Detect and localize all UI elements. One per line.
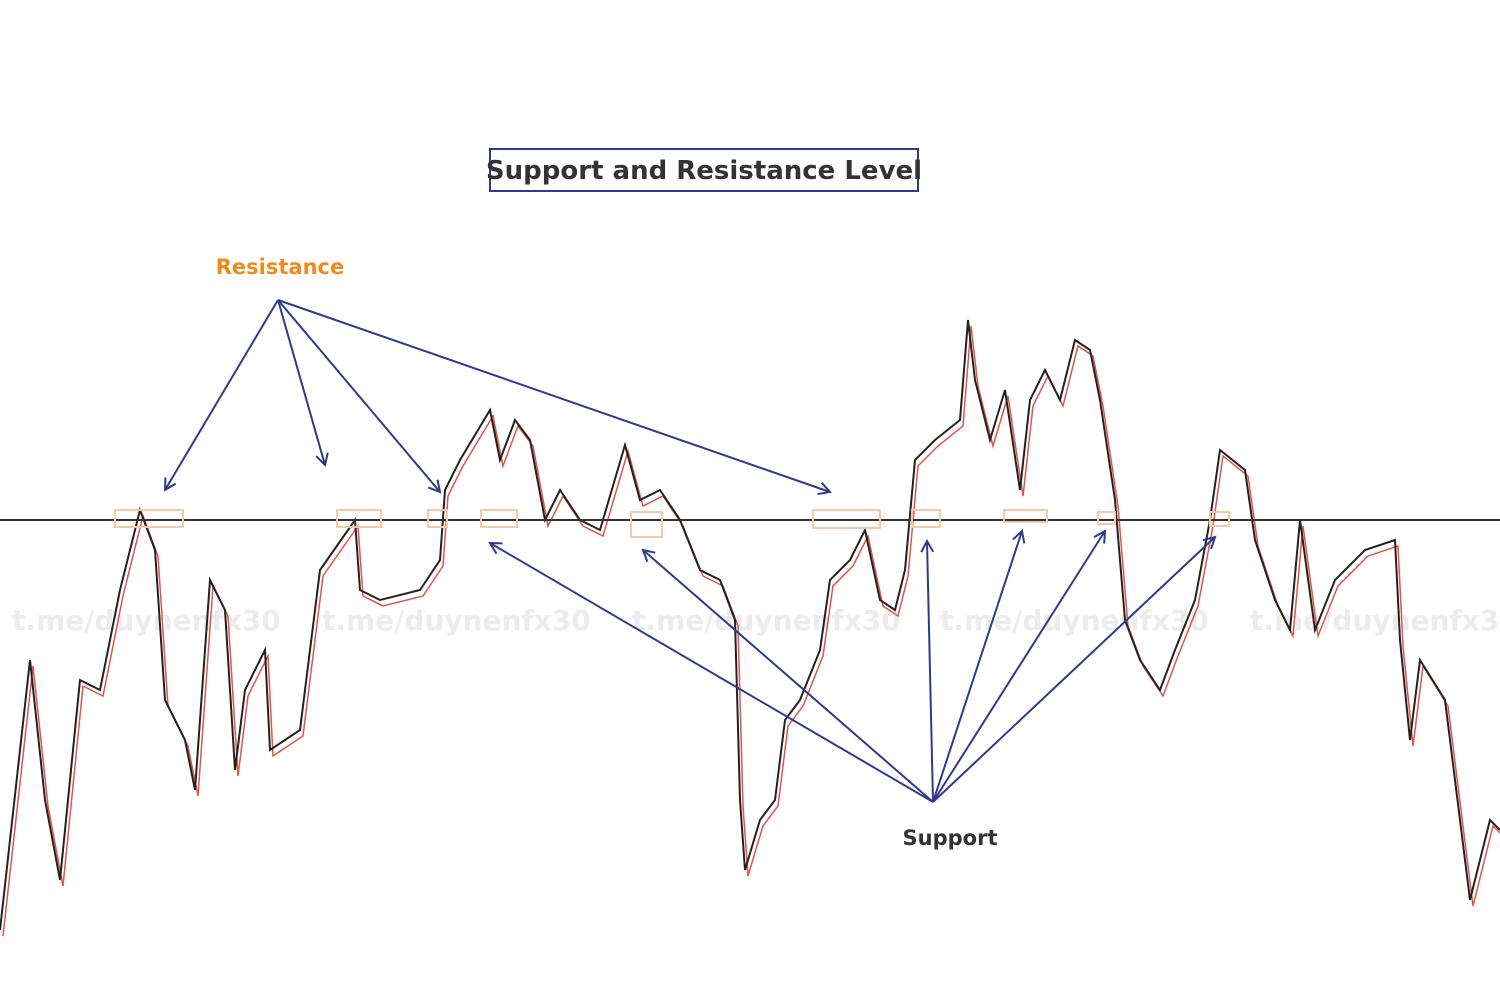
- resistance-arrows: [165, 299, 830, 492]
- arrow: [277, 299, 440, 492]
- support-arrows: [490, 531, 1215, 803]
- price-path-shadow: [2, 325, 1500, 937]
- arrow: [277, 299, 830, 492]
- touch-box: [1097, 511, 1116, 525]
- arrow: [932, 531, 1022, 803]
- arrow: [932, 531, 1105, 803]
- touch-box: [114, 509, 184, 528]
- arrow: [277, 299, 325, 465]
- title-box: [489, 148, 919, 192]
- arrow: [165, 299, 279, 490]
- watermark: t.me/duynenfx30: [12, 604, 281, 637]
- arrow: [932, 537, 1215, 803]
- resistance-label: Resistance: [216, 255, 344, 279]
- watermark: t.me/duynenfx30: [632, 604, 901, 637]
- arrow: [927, 541, 933, 803]
- touch-box: [1209, 511, 1230, 527]
- touch-box: [427, 509, 448, 528]
- watermark: t.me/duynenfx30: [322, 604, 591, 637]
- title: Support and Resistance Level: [486, 156, 922, 186]
- watermarks: t.me/duynenfx30 t.me/duynenfx30 t.me/duy…: [12, 604, 1500, 637]
- touch-box: [911, 509, 941, 528]
- touch-box: [812, 509, 881, 529]
- arrow: [643, 550, 934, 803]
- touch-box: [630, 511, 663, 538]
- touch-box: [480, 509, 518, 528]
- support-label: Support: [903, 826, 998, 850]
- touch-box: [336, 509, 382, 528]
- price-path: [0, 319, 1500, 931]
- watermark: t.me/duynenfx30: [1250, 604, 1500, 637]
- arrow: [490, 543, 934, 803]
- watermark: t.me/duynenfx30: [940, 604, 1209, 637]
- touch-boxes: [114, 509, 1230, 538]
- touch-box: [1003, 509, 1048, 523]
